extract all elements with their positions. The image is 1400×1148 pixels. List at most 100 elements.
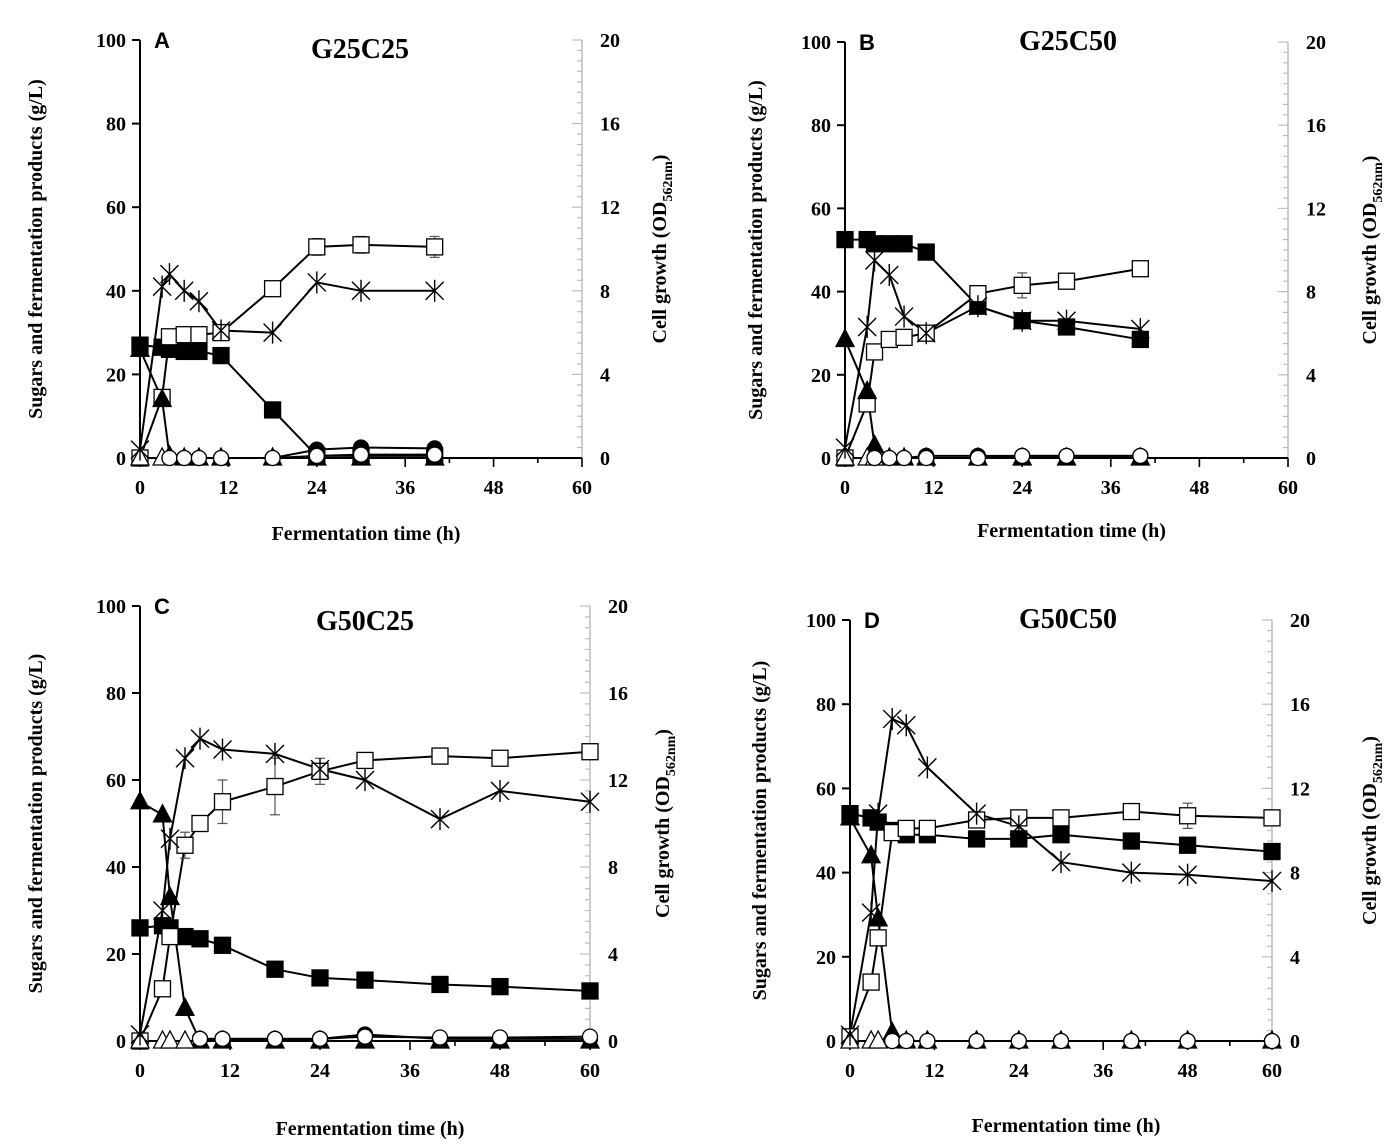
y2-tick-label: 20 bbox=[1290, 610, 1310, 632]
data-point bbox=[581, 982, 599, 1000]
y-tick-label: 80 bbox=[816, 694, 836, 716]
data-point bbox=[895, 235, 913, 253]
y-axis-title: Sugars and fermentation products (g/L) bbox=[749, 661, 771, 1001]
y2-tick-label: 0 bbox=[608, 1031, 618, 1053]
y-axis-title: Sugars and fermentation products (g/L) bbox=[745, 80, 767, 420]
data-point bbox=[1178, 863, 1198, 886]
panel-letter: B bbox=[859, 30, 875, 55]
y2-tick-label: 12 bbox=[1290, 778, 1310, 800]
panel-letter: C bbox=[154, 594, 170, 619]
x-tick-label: 48 bbox=[484, 477, 504, 499]
data-point bbox=[352, 236, 370, 254]
data-point bbox=[491, 749, 509, 767]
data-point bbox=[174, 279, 194, 302]
y-tick-label: 0 bbox=[116, 448, 126, 470]
data-point bbox=[1014, 447, 1031, 465]
data-point bbox=[918, 819, 937, 838]
data-point bbox=[310, 758, 330, 781]
y2-tick-label: 12 bbox=[600, 197, 620, 219]
series-line-open-circle bbox=[200, 1035, 591, 1040]
x-tick-label: 24 bbox=[1009, 1060, 1029, 1082]
series-line-filled-triangle bbox=[844, 339, 1141, 459]
data-point bbox=[861, 901, 881, 924]
data-point bbox=[355, 769, 375, 791]
y-tick-label: 20 bbox=[811, 365, 831, 387]
series-line-asterisk bbox=[844, 258, 1141, 448]
data-point bbox=[581, 743, 599, 761]
data-point bbox=[190, 727, 210, 750]
data-point bbox=[969, 449, 987, 467]
data-point bbox=[191, 1030, 209, 1047]
y2-axis-title: Cell growth (OD562nm) bbox=[1359, 156, 1386, 345]
data-point bbox=[266, 960, 284, 978]
data-point bbox=[351, 279, 371, 302]
data-point bbox=[307, 271, 327, 294]
y-tick-label: 20 bbox=[106, 364, 126, 386]
x-tick-label: 12 bbox=[218, 477, 238, 499]
data-point bbox=[917, 756, 937, 779]
data-point bbox=[213, 936, 232, 954]
y-axis-title: Sugars and fermentation products (g/L) bbox=[25, 654, 47, 994]
series-asterisk bbox=[835, 249, 1150, 459]
x-tick-label: 0 bbox=[840, 477, 850, 499]
data-point bbox=[862, 973, 880, 991]
panel-title: G50C50 bbox=[1019, 604, 1117, 635]
data-point bbox=[919, 1032, 936, 1050]
series-open-triangle bbox=[129, 1029, 196, 1049]
y-axis-title: Sugars and fermentation products (g/L) bbox=[25, 79, 47, 419]
data-point bbox=[426, 446, 443, 463]
y-tick-label: 80 bbox=[106, 683, 126, 705]
data-point bbox=[1178, 807, 1197, 825]
data-point bbox=[190, 342, 208, 361]
data-point bbox=[968, 1032, 985, 1050]
x-axis-title: Fermentation time (h) bbox=[276, 1118, 465, 1140]
y-tick-label: 40 bbox=[106, 857, 126, 879]
panel-title: G25C25 bbox=[311, 34, 409, 65]
data-point bbox=[839, 806, 861, 826]
y-tick-label: 80 bbox=[106, 114, 126, 136]
data-point bbox=[213, 738, 232, 761]
data-point bbox=[190, 326, 208, 344]
x-tick-label: 0 bbox=[135, 1060, 145, 1082]
series-line-open-square bbox=[139, 750, 591, 1042]
data-point bbox=[431, 975, 449, 994]
data-point bbox=[175, 342, 193, 361]
data-point bbox=[967, 802, 987, 825]
data-point bbox=[1121, 861, 1141, 884]
series-filled-square bbox=[836, 230, 1149, 349]
data-point bbox=[897, 819, 915, 838]
y2-tick-label: 16 bbox=[1306, 115, 1326, 137]
data-point bbox=[175, 326, 193, 344]
series-line-filled-triangle bbox=[139, 348, 435, 459]
y2-tick-label: 20 bbox=[1306, 32, 1326, 54]
series-open-circle bbox=[884, 1032, 1281, 1050]
x-axis-title: Fermentation time (h) bbox=[972, 1115, 1161, 1137]
x-tick-label: 60 bbox=[580, 1060, 600, 1082]
series-open-circle bbox=[161, 446, 443, 467]
y-tick-label: 100 bbox=[806, 610, 836, 632]
data-point bbox=[918, 449, 935, 467]
data-point bbox=[213, 793, 232, 811]
y-tick-label: 80 bbox=[811, 115, 831, 137]
y2-tick-label: 16 bbox=[608, 683, 628, 705]
data-point bbox=[152, 803, 173, 823]
data-point bbox=[1052, 1032, 1070, 1050]
data-point bbox=[130, 438, 150, 461]
y-tick-label: 0 bbox=[116, 1031, 126, 1053]
panel-letter: A bbox=[154, 28, 170, 53]
series-line-filled-triangle bbox=[139, 800, 590, 1042]
data-point bbox=[1012, 309, 1032, 332]
data-point bbox=[430, 808, 450, 831]
data-point bbox=[894, 305, 914, 328]
data-point bbox=[895, 449, 913, 467]
data-point bbox=[869, 929, 887, 947]
data-point bbox=[176, 927, 194, 946]
x-tick-label: 12 bbox=[924, 1060, 944, 1082]
data-point bbox=[917, 243, 935, 261]
x-tick-label: 36 bbox=[395, 477, 415, 499]
data-point bbox=[884, 1032, 901, 1050]
data-point bbox=[153, 899, 172, 922]
data-point bbox=[861, 844, 882, 864]
